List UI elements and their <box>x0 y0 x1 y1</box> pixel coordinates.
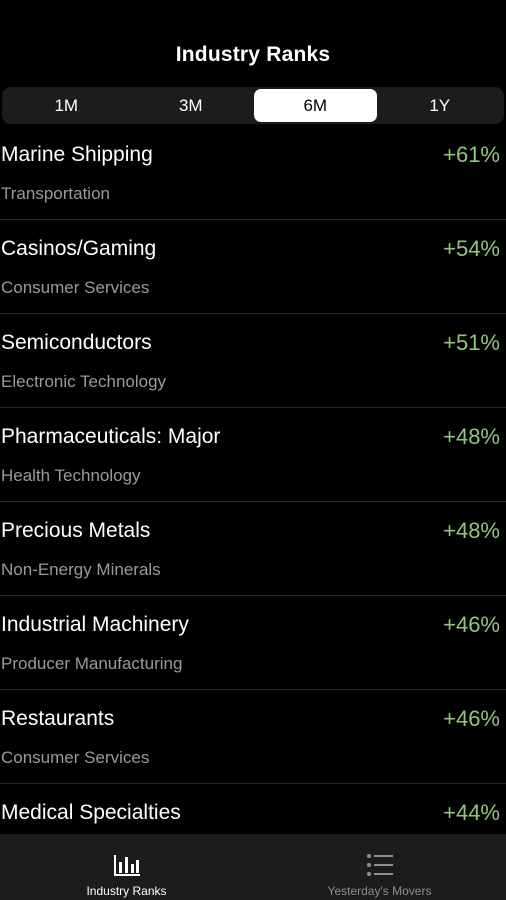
period-segment-3m[interactable]: 3M <box>178 95 203 115</box>
industry-name: Semiconductors <box>1 331 152 354</box>
industry-change: +51% <box>443 330 500 355</box>
industry-change: +54% <box>443 236 500 261</box>
industry-change: +61% <box>443 142 500 167</box>
industry-change: +48% <box>443 424 500 449</box>
industry-row[interactable]: Restaurants Consumer Services +46% <box>0 690 506 784</box>
tab-bar: Industry Ranks Yesterday's Movers <box>0 834 506 900</box>
period-segmented-control: 1M 3M 6M 1Y <box>2 87 504 124</box>
period-segment-1m[interactable]: 1M <box>54 95 79 115</box>
industry-name: Casinos/Gaming <box>1 237 157 260</box>
industry-row[interactable]: Medical Specialties +44% <box>0 784 506 834</box>
industry-change: +44% <box>443 800 500 825</box>
tab-yesterdays-movers[interactable]: Yesterday's Movers <box>253 834 506 900</box>
industry-name: Industrial Machinery <box>1 613 189 636</box>
industry-sector: Electronic Technology <box>1 372 167 391</box>
industry-row[interactable]: Casinos/Gaming Consumer Services +54% <box>0 220 506 314</box>
industry-sector: Producer Manufacturing <box>1 654 183 673</box>
industry-change: +48% <box>443 518 500 543</box>
period-segment-6m[interactable]: 6M <box>254 89 377 122</box>
industry-name: Precious Metals <box>1 519 151 542</box>
industry-change: +46% <box>443 612 500 637</box>
page-title: Industry Ranks <box>175 43 331 66</box>
tab-label: Yesterday's Movers <box>327 884 432 898</box>
industry-sector: Transportation <box>1 184 110 203</box>
industry-name: Medical Specialties <box>1 801 181 824</box>
industry-row[interactable]: Marine Shipping Transportation +61% <box>0 126 506 220</box>
industry-sector: Consumer Services <box>1 748 150 767</box>
industry-name: Pharmaceuticals: Major <box>1 425 221 448</box>
industry-row[interactable]: Semiconductors Electronic Technology +51… <box>0 314 506 408</box>
bar-chart-icon <box>113 855 140 876</box>
tab-industry-ranks[interactable]: Industry Ranks <box>0 834 253 900</box>
industry-sector: Non-Energy Minerals <box>1 560 161 579</box>
industry-list: Marine Shipping Transportation +61% Casi… <box>0 126 506 834</box>
industry-row[interactable]: Industrial Machinery Producer Manufactur… <box>0 596 506 690</box>
tab-label: Industry Ranks <box>86 884 167 898</box>
industry-change: +46% <box>443 706 500 731</box>
industry-sector: Consumer Services <box>1 278 150 297</box>
industry-name: Marine Shipping <box>1 143 153 166</box>
industry-row[interactable]: Precious Metals Non-Energy Minerals +48% <box>0 502 506 596</box>
industry-sector: Health Technology <box>1 466 141 485</box>
list-icon <box>366 854 393 876</box>
period-segment-1y[interactable]: 1Y <box>429 95 451 115</box>
industry-row[interactable]: Pharmaceuticals: Major Health Technology… <box>0 408 506 502</box>
industry-name: Restaurants <box>1 707 115 730</box>
